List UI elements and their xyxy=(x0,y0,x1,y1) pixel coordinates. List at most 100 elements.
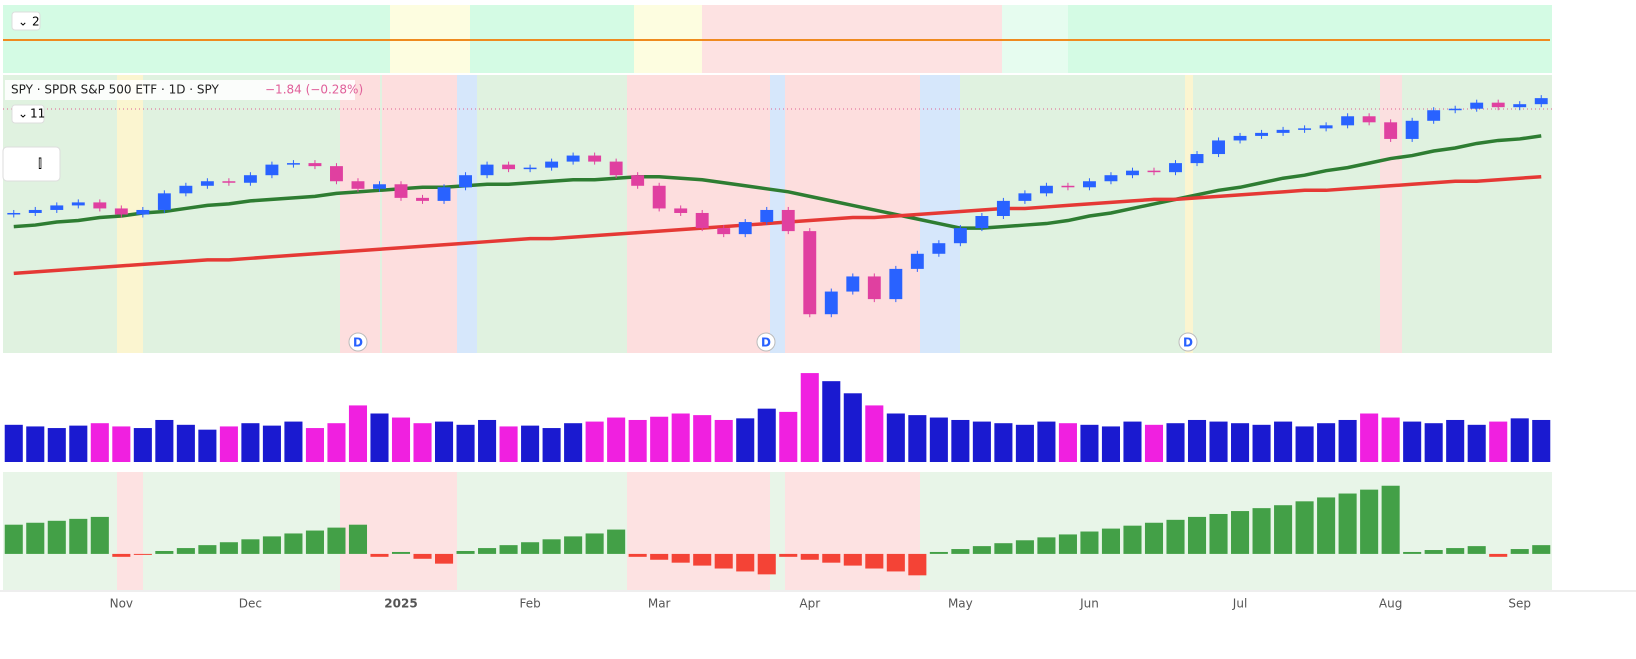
histogram-bar xyxy=(714,553,733,569)
pane-bg xyxy=(3,472,1552,590)
volume-bar xyxy=(47,428,66,462)
indicator-badge[interactable] xyxy=(11,104,45,124)
histogram-bar xyxy=(757,553,776,575)
histogram-bar xyxy=(305,530,324,554)
candle xyxy=(1427,110,1441,121)
candle xyxy=(781,209,795,232)
volume-bar xyxy=(671,413,690,462)
volume-bar xyxy=(1015,424,1034,462)
candle xyxy=(910,253,924,269)
candle xyxy=(1534,98,1548,105)
legend-change: −1.84 (−0.28%) xyxy=(265,83,363,97)
volume-bar xyxy=(1231,423,1250,462)
volume-bar xyxy=(628,419,647,462)
candle xyxy=(1276,129,1290,133)
candle xyxy=(545,161,559,168)
candle xyxy=(1039,185,1053,194)
histogram-bar xyxy=(26,522,45,554)
x-tick-label: Jul xyxy=(1232,597,1247,611)
volume-bar xyxy=(176,424,195,462)
pane-badge-text: 2 xyxy=(32,15,40,29)
histogram-bar xyxy=(1274,505,1293,554)
volume-bar xyxy=(26,426,45,462)
volume-bar xyxy=(1360,413,1379,462)
volume-bar xyxy=(886,413,905,462)
volume-bar xyxy=(1037,421,1056,462)
volume-bar xyxy=(972,421,991,462)
histogram-bar xyxy=(994,543,1013,554)
candle xyxy=(437,187,451,201)
volume-bar xyxy=(908,415,927,462)
volume-bar xyxy=(1424,423,1443,462)
candle xyxy=(695,212,709,229)
histogram-bar xyxy=(650,553,669,560)
histogram-bar xyxy=(4,524,23,554)
chart-type-button[interactable] xyxy=(2,146,61,182)
histogram-bar xyxy=(585,533,604,554)
candle xyxy=(1147,170,1161,173)
candle xyxy=(71,202,85,206)
candle xyxy=(738,222,752,235)
pane-badge[interactable] xyxy=(11,11,41,31)
histogram-bar xyxy=(1317,497,1336,554)
volume-bar xyxy=(1467,424,1486,462)
histogram-bar xyxy=(693,553,712,566)
volume-bar xyxy=(1446,419,1465,462)
histogram-bar xyxy=(908,553,927,576)
candle xyxy=(7,212,21,215)
candle xyxy=(674,208,688,213)
x-tick-label: Jun xyxy=(1079,597,1099,611)
histogram-bar xyxy=(972,546,991,554)
histogram-bar xyxy=(1532,545,1551,554)
histogram-bar xyxy=(1338,493,1357,554)
candle xyxy=(136,209,150,215)
candle xyxy=(1362,116,1376,123)
histogram-bar xyxy=(1144,522,1164,554)
volume-bar xyxy=(1209,421,1228,462)
candle xyxy=(609,161,623,176)
histogram-bar xyxy=(1381,485,1400,554)
histogram-bar xyxy=(1231,511,1250,554)
histogram-bar xyxy=(800,553,819,560)
histogram-bar xyxy=(1015,540,1034,554)
candle xyxy=(1448,108,1462,111)
volume-bar xyxy=(1058,423,1077,462)
volume-bar xyxy=(198,429,217,462)
volume-bar xyxy=(1101,426,1121,462)
candle xyxy=(588,155,602,162)
x-tick-label: May xyxy=(948,597,973,611)
histogram-bar xyxy=(1510,549,1529,554)
histogram-bar xyxy=(47,520,66,554)
candle xyxy=(889,268,903,300)
histogram-bar xyxy=(886,553,905,572)
histogram-bar xyxy=(564,536,583,554)
volume-bar xyxy=(929,417,948,462)
candle xyxy=(1212,140,1225,155)
volume-bar xyxy=(1381,417,1400,462)
volume-bar xyxy=(650,416,669,462)
candle xyxy=(243,175,257,183)
volume-bar xyxy=(951,419,970,462)
histogram-bar xyxy=(327,527,346,554)
volume-bar xyxy=(434,421,454,462)
regime-band xyxy=(785,472,920,590)
candle xyxy=(373,184,386,189)
histogram-bar xyxy=(241,539,260,554)
histogram-bar xyxy=(736,553,755,572)
candle xyxy=(1169,163,1182,173)
candle xyxy=(179,185,193,194)
volume-bar xyxy=(391,417,411,462)
candle xyxy=(480,164,494,176)
candle xyxy=(351,181,365,189)
candle xyxy=(93,202,107,209)
regime-band xyxy=(770,75,785,353)
dividend-marker xyxy=(1178,332,1198,352)
regime-band xyxy=(457,75,477,353)
volume-bar xyxy=(585,421,604,462)
legend-title: SPY · SPDR S&P 500 ETF · 1D · SPY xyxy=(11,83,220,97)
histogram-bar xyxy=(1037,537,1056,554)
volume-bar xyxy=(843,393,862,462)
volume-bar xyxy=(1295,426,1314,462)
volume-bar xyxy=(370,413,389,462)
